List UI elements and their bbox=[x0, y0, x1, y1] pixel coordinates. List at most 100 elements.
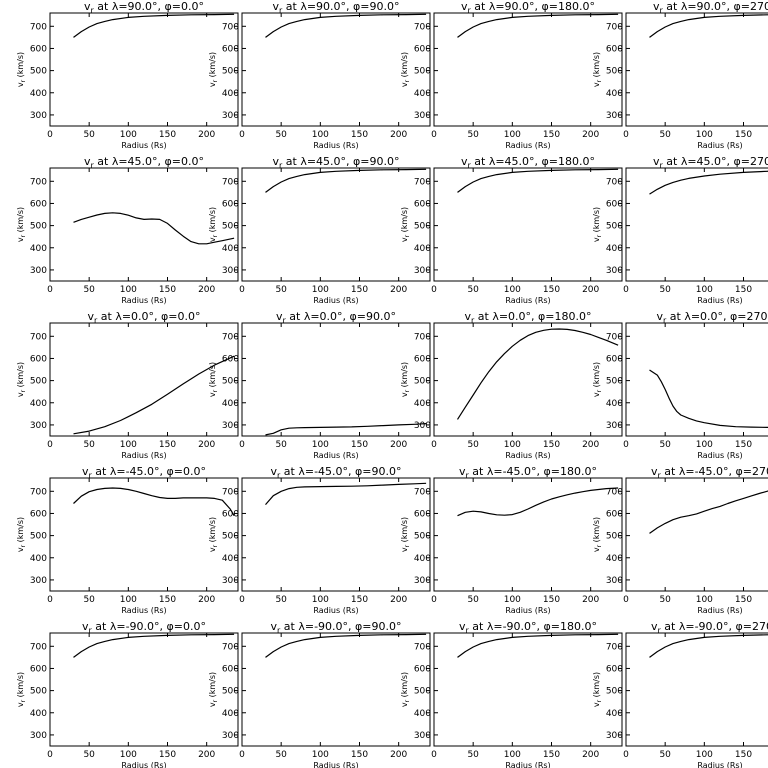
panel-title: vr at λ=45.0°, φ=180.0° bbox=[461, 155, 595, 170]
y-tick-label: 400 bbox=[606, 399, 623, 409]
series-line bbox=[457, 487, 619, 517]
y-tick-label: 600 bbox=[414, 354, 431, 364]
panel-title: vr at λ=-45.0°, φ=270.0° bbox=[651, 465, 768, 480]
plot-frame bbox=[433, 12, 623, 127]
x-tick-label: 50 bbox=[467, 440, 479, 450]
x-axis-label: Radius (Rs) bbox=[697, 606, 742, 615]
x-tick-label: 200 bbox=[390, 285, 407, 295]
x-tick-label: 50 bbox=[659, 130, 671, 140]
series-line bbox=[265, 482, 427, 505]
series-line bbox=[649, 170, 768, 195]
x-tick-label: 50 bbox=[659, 440, 671, 450]
plot-frame bbox=[49, 167, 239, 282]
y-tick-label: 300 bbox=[606, 421, 623, 431]
y-tick-label: 400 bbox=[414, 709, 431, 719]
panel-title: vr at λ=-45.0°, φ=0.0° bbox=[82, 465, 206, 480]
x-tick-label: 100 bbox=[120, 285, 137, 295]
y-tick-label: 500 bbox=[606, 222, 623, 232]
panel-20: vr at λ=-90.0°, φ=270.0°0501001502003004… bbox=[592, 620, 768, 768]
y-tick-label: 500 bbox=[30, 377, 47, 387]
x-axis-label: Radius (Rs) bbox=[505, 296, 550, 305]
series-line bbox=[73, 633, 235, 658]
y-tick-label: 300 bbox=[30, 731, 47, 741]
plot-frame bbox=[625, 12, 768, 127]
y-tick-label: 600 bbox=[30, 354, 47, 364]
panel-title: vr at λ=45.0°, φ=0.0° bbox=[84, 155, 204, 170]
y-tick-label: 600 bbox=[606, 509, 623, 519]
x-tick-label: 200 bbox=[390, 130, 407, 140]
x-tick-label: 100 bbox=[696, 750, 713, 760]
series-line bbox=[457, 13, 619, 38]
y-axis-label: vr (km/s) bbox=[592, 517, 603, 552]
y-tick-label: 400 bbox=[414, 399, 431, 409]
series-line bbox=[265, 13, 427, 38]
plot-frame bbox=[49, 477, 239, 592]
panel-title: vr at λ=90.0°, φ=180.0° bbox=[461, 0, 595, 15]
x-axis-label: Radius (Rs) bbox=[121, 606, 166, 615]
series-line bbox=[73, 355, 235, 435]
y-tick-label: 500 bbox=[222, 67, 239, 77]
y-tick-label: 600 bbox=[414, 664, 431, 674]
x-tick-label: 50 bbox=[467, 595, 479, 605]
panel-title: vr at λ=90.0°, φ=90.0° bbox=[272, 0, 399, 15]
y-axis-label: vr (km/s) bbox=[16, 52, 27, 87]
series-line bbox=[457, 633, 619, 658]
plot-frame bbox=[49, 632, 239, 747]
y-tick-label: 300 bbox=[30, 111, 47, 121]
y-tick-label: 300 bbox=[30, 421, 47, 431]
x-tick-label: 100 bbox=[504, 440, 521, 450]
y-tick-label: 300 bbox=[414, 421, 431, 431]
y-tick-label: 400 bbox=[30, 89, 47, 99]
y-tick-label: 700 bbox=[30, 177, 47, 187]
x-tick-label: 0 bbox=[431, 440, 437, 450]
panel-title: vr at λ=90.0°, φ=0.0° bbox=[84, 0, 204, 15]
panel-title: vr at λ=-45.0°, φ=90.0° bbox=[270, 465, 401, 480]
y-tick-label: 600 bbox=[30, 199, 47, 209]
y-tick-label: 300 bbox=[606, 731, 623, 741]
y-tick-label: 700 bbox=[414, 487, 431, 497]
y-tick-label: 400 bbox=[222, 554, 239, 564]
x-axis-label: Radius (Rs) bbox=[505, 141, 550, 150]
y-tick-label: 400 bbox=[30, 244, 47, 254]
y-tick-label: 700 bbox=[30, 332, 47, 342]
series-line bbox=[649, 14, 768, 38]
y-tick-label: 600 bbox=[606, 354, 623, 364]
y-tick-label: 600 bbox=[222, 664, 239, 674]
x-axis-label: Radius (Rs) bbox=[313, 606, 358, 615]
panel-4: vr at λ=90.0°, φ=270.0°05010015020030040… bbox=[592, 0, 768, 150]
y-axis-label: vr (km/s) bbox=[592, 52, 603, 87]
y-tick-label: 400 bbox=[606, 709, 623, 719]
series-line bbox=[456, 328, 619, 420]
x-tick-label: 200 bbox=[390, 595, 407, 605]
x-tick-label: 150 bbox=[735, 750, 752, 760]
y-axis-label: vr (km/s) bbox=[16, 207, 27, 242]
y-tick-label: 500 bbox=[414, 532, 431, 542]
x-tick-label: 100 bbox=[312, 130, 329, 140]
x-tick-label: 50 bbox=[467, 130, 479, 140]
x-tick-label: 150 bbox=[159, 595, 176, 605]
series-line bbox=[649, 369, 768, 428]
x-tick-label: 200 bbox=[582, 750, 599, 760]
x-tick-label: 150 bbox=[543, 750, 560, 760]
x-tick-label: 50 bbox=[83, 595, 95, 605]
plot-frame bbox=[241, 167, 431, 282]
panel-title: vr at λ=0.0°, φ=90.0° bbox=[276, 310, 396, 325]
x-tick-label: 50 bbox=[83, 750, 95, 760]
y-tick-label: 400 bbox=[222, 244, 239, 254]
y-axis-label: vr (km/s) bbox=[208, 362, 219, 397]
x-tick-label: 50 bbox=[275, 130, 287, 140]
x-tick-label: 100 bbox=[504, 130, 521, 140]
y-tick-label: 300 bbox=[414, 576, 431, 586]
y-tick-label: 400 bbox=[414, 554, 431, 564]
x-tick-label: 50 bbox=[275, 440, 287, 450]
y-tick-label: 500 bbox=[606, 532, 623, 542]
y-axis-label: vr (km/s) bbox=[16, 362, 27, 397]
x-axis-label: Radius (Rs) bbox=[313, 141, 358, 150]
y-tick-label: 400 bbox=[414, 89, 431, 99]
y-tick-label: 300 bbox=[414, 266, 431, 276]
y-tick-label: 700 bbox=[222, 487, 239, 497]
y-tick-label: 300 bbox=[222, 731, 239, 741]
x-tick-label: 200 bbox=[582, 440, 599, 450]
y-tick-label: 400 bbox=[414, 244, 431, 254]
x-axis-label: Radius (Rs) bbox=[505, 606, 550, 615]
